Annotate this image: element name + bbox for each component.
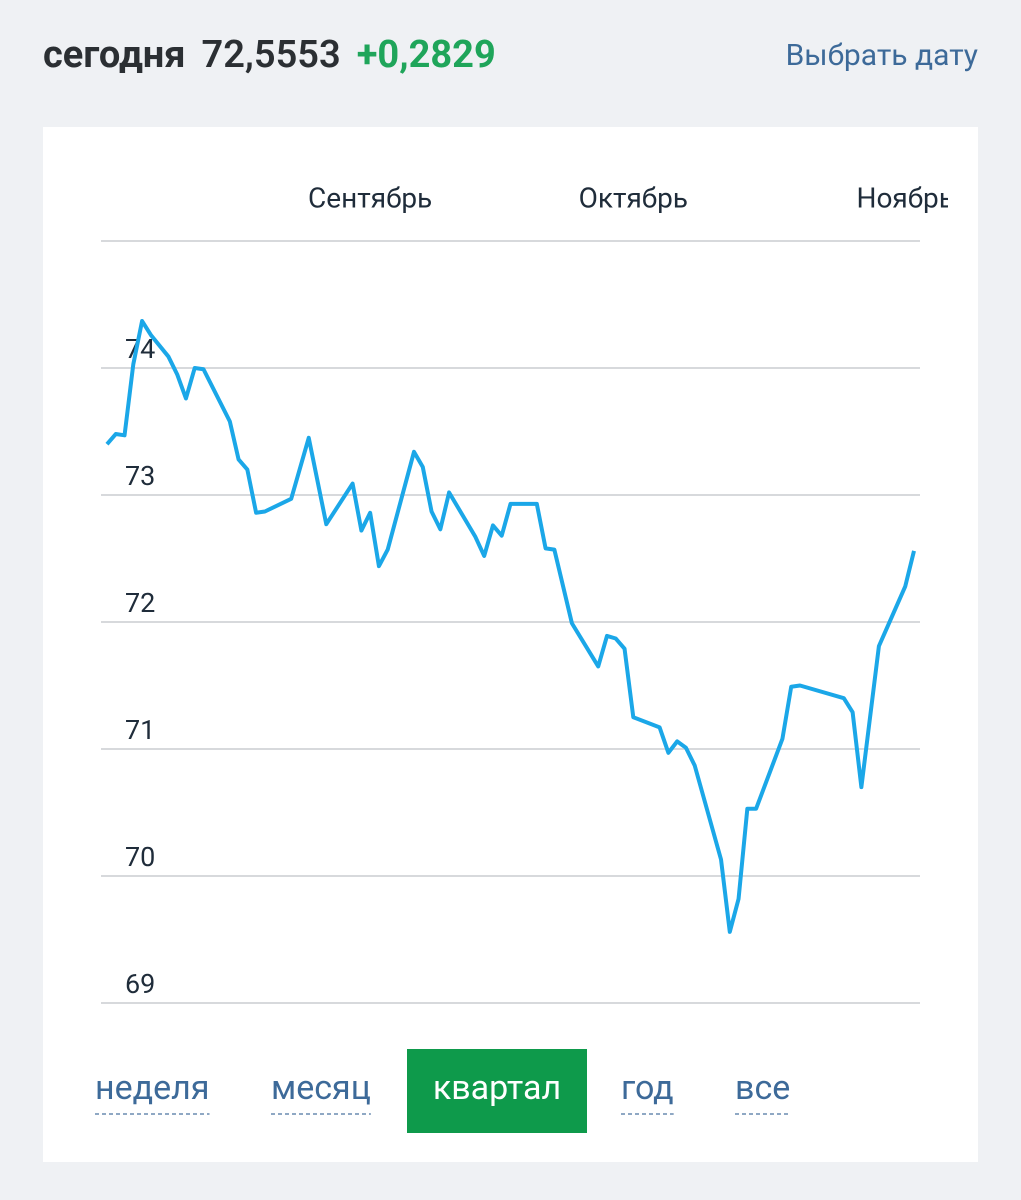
tab[interactable]: неделя [95, 1068, 210, 1108]
card [43, 127, 978, 1162]
y-tick-label: 71 [125, 714, 155, 746]
x-tick-label: Ноябрь [856, 181, 954, 214]
tab[interactable]: квартал [433, 1068, 561, 1108]
y-tick-label: 72 [125, 587, 155, 619]
tab-selected-bg [407, 1049, 587, 1133]
tabs: неделя месяц квартал год все [95, 1049, 791, 1133]
x-tick-label: Октябрь [579, 181, 688, 214]
tab[interactable]: месяц [271, 1068, 371, 1108]
rate-line [105, 319, 916, 934]
rate: 72,5553 [202, 33, 341, 77]
y-tick-label: 70 [125, 841, 155, 873]
change: +0,2829 [357, 33, 496, 77]
y-tick-label: 69 [125, 968, 155, 1000]
tab[interactable]: год [621, 1068, 674, 1108]
date-button[interactable]: Выбрать дату [786, 38, 978, 73]
tab[interactable]: все [735, 1068, 790, 1108]
today-label: сегодня [43, 33, 186, 77]
x-tick-label: Сентябрь [308, 181, 432, 214]
y-tick-label: 73 [125, 460, 155, 492]
